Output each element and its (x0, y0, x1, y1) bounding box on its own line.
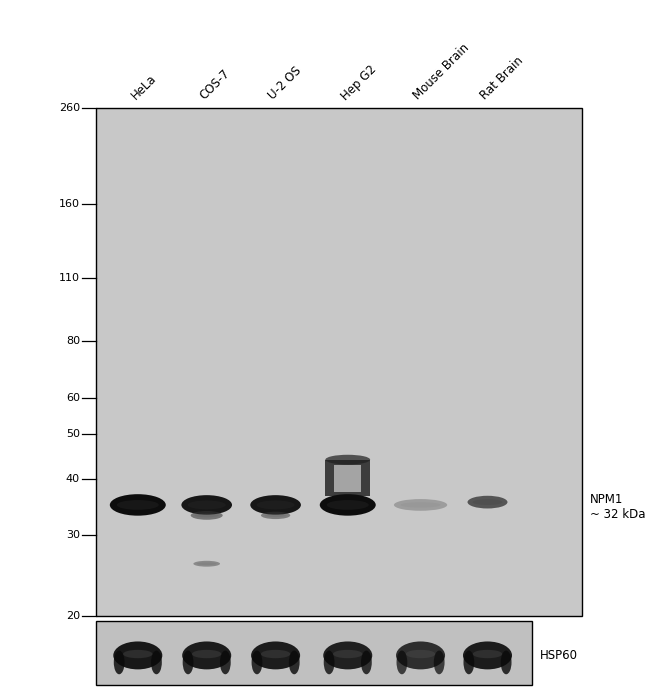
Text: 60: 60 (66, 393, 80, 403)
Ellipse shape (257, 500, 294, 510)
Ellipse shape (261, 512, 291, 519)
Ellipse shape (195, 514, 218, 517)
Text: 40: 40 (66, 473, 80, 484)
Bar (96, 621, 532, 685)
Text: 50: 50 (66, 429, 80, 439)
Text: HSP60: HSP60 (540, 649, 577, 662)
Ellipse shape (181, 495, 232, 514)
Text: ~ 32 kDa: ~ 32 kDa (590, 508, 645, 521)
Ellipse shape (324, 651, 335, 674)
Text: 30: 30 (66, 530, 80, 540)
Text: NPM1: NPM1 (590, 493, 623, 506)
Ellipse shape (463, 641, 512, 669)
Ellipse shape (473, 499, 502, 505)
Ellipse shape (192, 650, 222, 658)
Text: U-2 OS: U-2 OS (266, 65, 304, 103)
Ellipse shape (261, 650, 291, 658)
Ellipse shape (194, 560, 220, 567)
Ellipse shape (183, 651, 194, 674)
Ellipse shape (396, 651, 408, 674)
Ellipse shape (434, 651, 445, 674)
Ellipse shape (113, 641, 162, 669)
Ellipse shape (110, 494, 166, 516)
Ellipse shape (394, 499, 447, 511)
Text: Rat Brain: Rat Brain (478, 54, 526, 103)
Ellipse shape (289, 651, 300, 674)
Ellipse shape (117, 500, 159, 510)
Ellipse shape (400, 503, 441, 507)
Bar (96, 108, 582, 616)
Text: 160: 160 (59, 199, 80, 209)
Ellipse shape (251, 641, 300, 669)
Ellipse shape (123, 650, 153, 658)
Ellipse shape (406, 650, 436, 658)
Bar (335, 465, 361, 493)
Ellipse shape (197, 563, 216, 565)
Ellipse shape (327, 500, 369, 510)
Ellipse shape (467, 496, 508, 508)
Ellipse shape (151, 651, 162, 674)
Ellipse shape (220, 651, 231, 674)
Ellipse shape (333, 650, 363, 658)
Ellipse shape (463, 651, 474, 674)
Ellipse shape (114, 651, 125, 674)
Ellipse shape (323, 641, 372, 669)
Text: Hep G2: Hep G2 (339, 62, 379, 103)
Ellipse shape (473, 650, 502, 658)
Text: Mouse Brain: Mouse Brain (411, 42, 473, 103)
Text: 110: 110 (59, 274, 80, 283)
Text: 20: 20 (66, 611, 80, 621)
Ellipse shape (252, 651, 263, 674)
Bar (326, 460, 370, 496)
Ellipse shape (188, 500, 226, 510)
Ellipse shape (326, 455, 370, 465)
Ellipse shape (190, 511, 223, 520)
Ellipse shape (265, 514, 287, 517)
Ellipse shape (320, 494, 376, 516)
Text: 260: 260 (59, 103, 80, 113)
Ellipse shape (182, 641, 231, 669)
Ellipse shape (500, 651, 512, 674)
Text: 80: 80 (66, 336, 80, 346)
Ellipse shape (361, 651, 372, 674)
Ellipse shape (250, 495, 301, 514)
Text: COS-7: COS-7 (198, 68, 233, 103)
Text: HeLa: HeLa (129, 73, 159, 103)
Ellipse shape (396, 641, 445, 669)
